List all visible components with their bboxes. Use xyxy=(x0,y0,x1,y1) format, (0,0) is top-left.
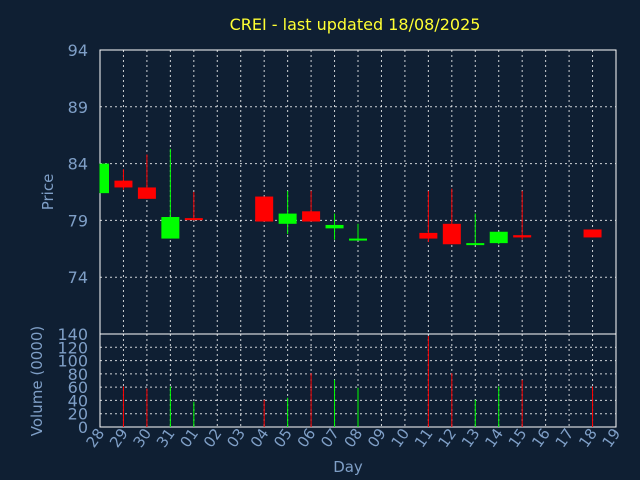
candle xyxy=(513,190,532,240)
candle xyxy=(137,154,156,199)
candle xyxy=(184,192,203,221)
candle xyxy=(99,163,109,194)
x-tick-label: 08 xyxy=(341,425,367,451)
price-tick-label: 74 xyxy=(68,268,88,287)
candle xyxy=(489,231,508,245)
candle xyxy=(583,229,602,238)
x-tick-label: 31 xyxy=(153,425,179,451)
x-tick-label: 17 xyxy=(552,425,578,451)
x-tick-label: 19 xyxy=(599,425,625,451)
candle xyxy=(161,148,180,239)
x-tick-label: 06 xyxy=(294,425,320,451)
x-tick-label: 02 xyxy=(200,425,226,451)
price-panel: 74 79 84 89 94 xyxy=(68,41,617,335)
x-tick-label: 14 xyxy=(481,425,507,451)
volume-tick-label: 0 xyxy=(78,418,88,437)
candle-body xyxy=(466,243,485,246)
candle-body xyxy=(184,218,203,221)
volume-tick-label: 100 xyxy=(57,352,88,371)
price-tick-label: 84 xyxy=(68,155,88,174)
x-tick-label: 15 xyxy=(505,425,531,451)
candle xyxy=(419,190,438,242)
chart-title: CREI - last updated 18/08/2025 xyxy=(230,15,481,34)
volume-tick-label: 60 xyxy=(68,378,88,397)
candle xyxy=(349,223,367,241)
x-tick-label: 16 xyxy=(528,425,554,451)
candle-body xyxy=(255,196,274,222)
price-tick-label: 89 xyxy=(68,98,88,117)
candle-body xyxy=(137,187,156,199)
x-tick-label: 09 xyxy=(364,425,390,451)
candle-body xyxy=(100,163,109,194)
price-tick-label: 79 xyxy=(68,211,88,230)
x-tick-label: 12 xyxy=(434,425,460,451)
volume-tick-label: 140 xyxy=(57,325,88,344)
volume-panel: 0204060801001201402829303101020304050607… xyxy=(57,325,624,451)
x-tick-label: 01 xyxy=(176,425,202,451)
x-tick-label: 03 xyxy=(223,425,249,451)
x-tick-label: 30 xyxy=(129,425,155,451)
x-tick-label: 29 xyxy=(106,425,132,451)
candle-body xyxy=(302,211,321,222)
volume-tick-label: 80 xyxy=(68,365,88,384)
candle xyxy=(466,213,485,246)
volume-axis-label: Volume (0000) xyxy=(28,326,46,436)
x-tick-label: 10 xyxy=(387,425,413,451)
x-axis-label: Day xyxy=(333,458,363,476)
candle xyxy=(278,190,297,235)
candle xyxy=(302,190,321,222)
candle-body xyxy=(325,224,344,229)
candle-body xyxy=(513,235,532,238)
volume-tick-label: 120 xyxy=(57,338,88,357)
volume-tick-label: 20 xyxy=(68,405,88,424)
candle-body xyxy=(278,213,297,224)
candle xyxy=(325,213,344,240)
candle-body xyxy=(349,238,367,241)
candle-body xyxy=(583,229,602,238)
candle-body xyxy=(114,180,133,188)
x-tick-label: 07 xyxy=(317,425,343,451)
candle-body xyxy=(419,232,438,239)
x-tick-label: 11 xyxy=(411,425,437,451)
price-tick-label: 94 xyxy=(68,41,88,60)
x-tick-label: 05 xyxy=(270,425,296,451)
candle-body xyxy=(489,231,508,244)
volume-tick-label: 40 xyxy=(68,391,88,410)
x-tick-label: 04 xyxy=(247,425,273,451)
x-tick-label: 18 xyxy=(575,425,601,451)
candle xyxy=(255,196,274,222)
candle xyxy=(442,188,461,245)
candle xyxy=(114,169,133,190)
price-axis-label: Price xyxy=(39,174,57,211)
candle-body xyxy=(161,216,180,239)
x-tick-label: 13 xyxy=(458,425,484,451)
candle-body xyxy=(442,223,461,245)
